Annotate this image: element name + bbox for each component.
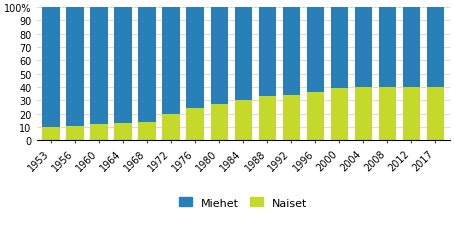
Bar <box>259 97 276 141</box>
Bar <box>138 122 156 141</box>
Bar <box>138 8 156 122</box>
Bar <box>187 109 204 141</box>
Bar <box>114 8 132 123</box>
Bar <box>163 8 180 114</box>
Bar <box>427 8 444 88</box>
Bar <box>90 125 108 141</box>
Bar <box>379 8 396 88</box>
Bar <box>235 8 252 101</box>
Bar <box>282 8 300 96</box>
Legend: Miehet, Naiset: Miehet, Naiset <box>174 193 312 212</box>
Bar <box>259 8 276 97</box>
Bar <box>235 101 252 141</box>
Bar <box>355 8 372 88</box>
Bar <box>42 8 59 128</box>
Bar <box>306 93 324 141</box>
Bar <box>90 8 108 125</box>
Bar <box>355 88 372 141</box>
Bar <box>66 126 84 141</box>
Bar <box>42 128 59 141</box>
Bar <box>282 96 300 141</box>
Bar <box>306 8 324 93</box>
Bar <box>211 8 228 105</box>
Bar <box>331 8 348 89</box>
Bar <box>211 105 228 141</box>
Bar <box>163 114 180 141</box>
Bar <box>66 8 84 126</box>
Bar <box>114 123 132 141</box>
Bar <box>379 88 396 141</box>
Bar <box>403 88 420 141</box>
Bar <box>187 8 204 109</box>
Bar <box>427 88 444 141</box>
Bar <box>403 8 420 88</box>
Bar <box>331 89 348 141</box>
